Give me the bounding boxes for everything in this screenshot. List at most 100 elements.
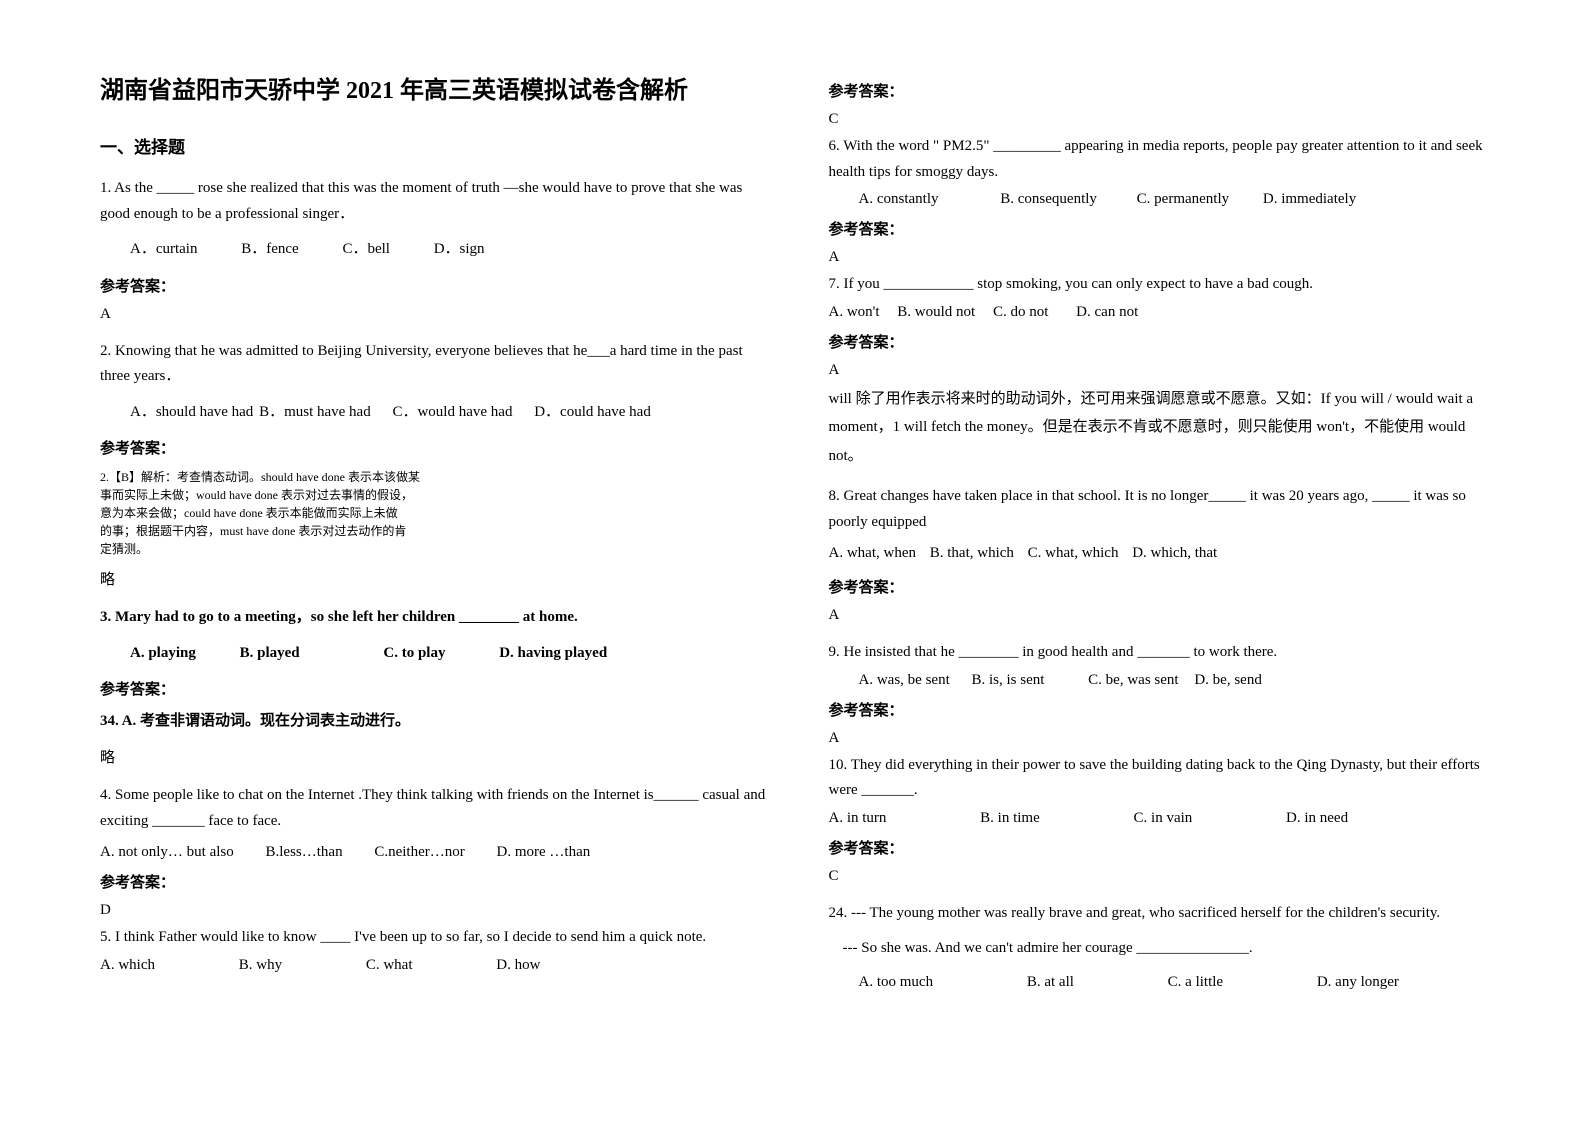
question-1: 1. As the _____ rose she realized that t… <box>100 176 769 227</box>
answer-label: 参考答案： <box>100 437 769 458</box>
q5-opt-c: C. what <box>366 957 413 974</box>
answer-label: 参考答案： <box>829 576 1498 597</box>
question-9-options: A. was, be sent B. is, is sent C. be, wa… <box>859 672 1498 689</box>
q9-opt-a: A. was, be sent <box>859 672 950 689</box>
right-column: 参考答案： C 6. With the word " PM2.5" ______… <box>799 70 1498 1082</box>
q3-opt-c: C. to play <box>383 641 445 667</box>
q6-opt-c: C. permanently <box>1137 191 1229 208</box>
q4-opt-c: C.neither…nor <box>374 844 464 861</box>
q2-expl-l2: 事而实际上未做；would have done 表示对过去事情的假设， <box>100 486 769 504</box>
q24-opt-b: B. at all <box>1027 974 1074 991</box>
left-column: 湖南省益阳市天骄中学 2021 年高三英语模拟试卷含解析 一、选择题 1. As… <box>100 70 799 1082</box>
q9-opt-b: B. is, is sent <box>971 672 1044 689</box>
q10-opt-c: C. in vain <box>1134 810 1193 827</box>
q2-opt-b: B．must have had <box>259 400 371 426</box>
q1-opt-b: B．fence <box>241 237 298 263</box>
q7-note: will 除了用作表示将来时的助动词外，还可用来强调愿意或不愿意。又如：If y… <box>829 385 1498 471</box>
question-7-options: A. won't B. would not C. do not D. can n… <box>829 304 1498 321</box>
question-3: 3. Mary had to go to a meeting，so she le… <box>100 605 769 631</box>
q4-opt-d: D. more …than <box>497 844 591 861</box>
q7-opt-c: C. do not <box>993 304 1048 321</box>
q5-opt-d: D. how <box>496 957 540 974</box>
q8-opt-c: C. what, which <box>1028 545 1119 562</box>
question-10: 10. They did everything in their power t… <box>829 753 1498 804</box>
q10-opt-b: B. in time <box>980 810 1040 827</box>
q7-opt-a: A. won't <box>829 304 880 321</box>
q7-opt-b: B. would not <box>897 304 975 321</box>
q3-opt-d: D. having played <box>499 641 607 667</box>
q6-opt-d: D. immediately <box>1263 191 1356 208</box>
question-24-line2: --- So she was. And we can't admire her … <box>843 936 1498 962</box>
q2-expl-l3: 意为本来会做；could have done 表示本能做而实际上未做 <box>100 504 769 522</box>
q2-expl-l1: 2.【B】解析：考查情态动词。should have done 表示本该做某 <box>100 468 769 486</box>
q9-answer: A <box>829 730 1498 747</box>
answer-label: 参考答案： <box>829 80 1498 101</box>
q5-opt-a: A. which <box>100 957 155 974</box>
q10-opt-d: D. in need <box>1286 810 1348 827</box>
q5-text: 5. I think Father would like to know ___… <box>100 925 769 951</box>
q1-answer: A <box>100 306 769 323</box>
section-1-header: 一、选择题 <box>100 133 769 158</box>
q10-opt-a: A. in turn <box>829 810 887 827</box>
q2-opt-a: A．should have had <box>130 400 253 426</box>
q9-opt-d: D. be, send <box>1194 672 1262 689</box>
question-9: 9. He insisted that he ________ in good … <box>829 640 1498 666</box>
q2-opt-d: D．could have had <box>534 400 651 426</box>
q24-opt-c: C. a little <box>1168 974 1223 991</box>
question-4-options: A. not only… but also B.less…than C.neit… <box>100 844 769 861</box>
q2-略: 略 <box>100 568 769 589</box>
question-5: 5. I think Father would like to know ___… <box>100 925 769 951</box>
q10-answer: C <box>829 868 1498 885</box>
q3-opt-a: A. playing <box>130 641 196 667</box>
q2-explanation: 2.【B】解析：考查情态动词。should have done 表示本该做某 事… <box>100 468 769 558</box>
answer-label: 参考答案： <box>100 275 769 296</box>
question-8-options: A. what, when B. that, which C. what, wh… <box>829 545 1498 562</box>
q1-opt-d: D．sign <box>434 237 485 263</box>
q8-answer: A <box>829 607 1498 624</box>
question-2-options: A．should have had B．must have had C．woul… <box>130 400 769 426</box>
question-5-options: A. which B. why C. what D. how <box>100 957 769 974</box>
answer-label: 参考答案： <box>829 331 1498 352</box>
question-24-options: A. too much B. at all C. a little D. any… <box>859 974 1498 991</box>
q5-answer: C <box>829 111 1498 128</box>
q3-opt-b: B. played <box>240 641 300 667</box>
question-24-line1: 24. --- The young mother was really brav… <box>829 901 1498 927</box>
q2-expl-l4: 的事；根据题干内容，must have done 表示对过去动作的肯 <box>100 522 769 540</box>
q7-answer: A <box>829 362 1498 379</box>
q1-opt-a: A．curtain <box>130 237 197 263</box>
question-2: 2. Knowing that he was admitted to Beiji… <box>100 339 769 390</box>
q5-opt-b: B. why <box>239 957 282 974</box>
q24-opt-d: D. any longer <box>1317 974 1399 991</box>
q2-expl-l5: 定猜测。 <box>100 540 769 558</box>
question-10-options: A. in turn B. in time C. in vain D. in n… <box>829 810 1498 827</box>
q8-opt-d: D. which, that <box>1132 545 1217 562</box>
answer-label: 参考答案： <box>100 871 769 892</box>
question-3-options: A. playing B. played C. to play D. havin… <box>130 641 769 667</box>
answer-label: 参考答案： <box>829 218 1498 239</box>
q4-opt-a: A. not only… but also <box>100 844 234 861</box>
question-6: 6. With the word " PM2.5" _________ appe… <box>829 134 1498 185</box>
question-8: 8. Great changes have taken place in tha… <box>829 484 1498 535</box>
q8-opt-a: A. what, when <box>829 545 916 562</box>
answer-label: 参考答案： <box>829 699 1498 720</box>
q4-answer: D <box>100 902 769 919</box>
q24-opt-a: A. too much <box>859 974 934 991</box>
question-4: 4. Some people like to chat on the Inter… <box>100 783 769 834</box>
q7-opt-d: D. can not <box>1076 304 1138 321</box>
q6-opt-a: A. constantly <box>859 191 939 208</box>
q6-opt-b: B. consequently <box>1000 191 1097 208</box>
question-6-options: A. constantly B. consequently C. permane… <box>859 191 1498 208</box>
q9-opt-c: C. be, was sent <box>1088 672 1178 689</box>
q2-opt-c: C．would have had <box>392 400 512 426</box>
question-1-options: A．curtain B．fence C．bell D．sign <box>130 237 769 263</box>
question-7: 7. If you ____________ stop smoking, you… <box>829 272 1498 298</box>
q3-answer-expl: 34. A. 考查非谓语动词。现在分词表主动进行。 <box>100 709 769 730</box>
q6-answer: A <box>829 249 1498 266</box>
answer-label: 参考答案： <box>100 678 769 699</box>
answer-label: 参考答案： <box>829 837 1498 858</box>
q1-opt-c: C．bell <box>342 237 390 263</box>
document-title: 湖南省益阳市天骄中学 2021 年高三英语模拟试卷含解析 <box>100 70 769 105</box>
q8-opt-b: B. that, which <box>930 545 1014 562</box>
q3-略: 略 <box>100 746 769 767</box>
q4-opt-b: B.less…than <box>266 844 343 861</box>
